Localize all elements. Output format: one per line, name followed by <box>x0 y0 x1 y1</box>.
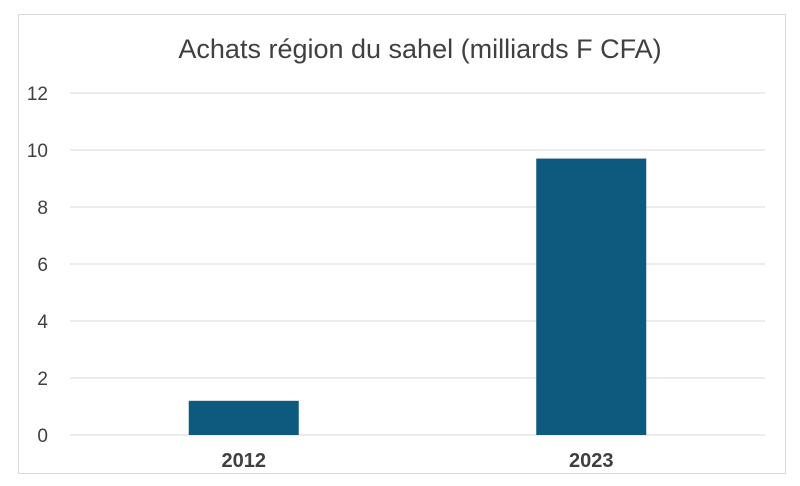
gridlines <box>70 92 765 436</box>
x-tick-label: 2023 <box>569 450 614 472</box>
y-tick-label: 10 <box>27 141 48 162</box>
chart-title: Achats région du sahel (milliards F CFA) <box>178 34 661 64</box>
bar-2012 <box>188 400 299 435</box>
bars <box>188 158 647 436</box>
y-tick-label: 0 <box>37 426 48 447</box>
y-tick-label: 8 <box>37 198 48 219</box>
x-axis: 2012 2023 <box>222 450 614 472</box>
y-axis: 0 2 4 6 8 10 12 <box>27 84 49 447</box>
bar-2023 <box>536 158 647 436</box>
y-tick-label: 12 <box>27 84 48 105</box>
y-tick-label: 2 <box>37 369 48 390</box>
y-tick-label: 4 <box>37 312 48 333</box>
x-tick-label: 2012 <box>222 450 267 472</box>
y-tick-label: 6 <box>37 255 48 276</box>
chart-frame <box>18 14 786 474</box>
